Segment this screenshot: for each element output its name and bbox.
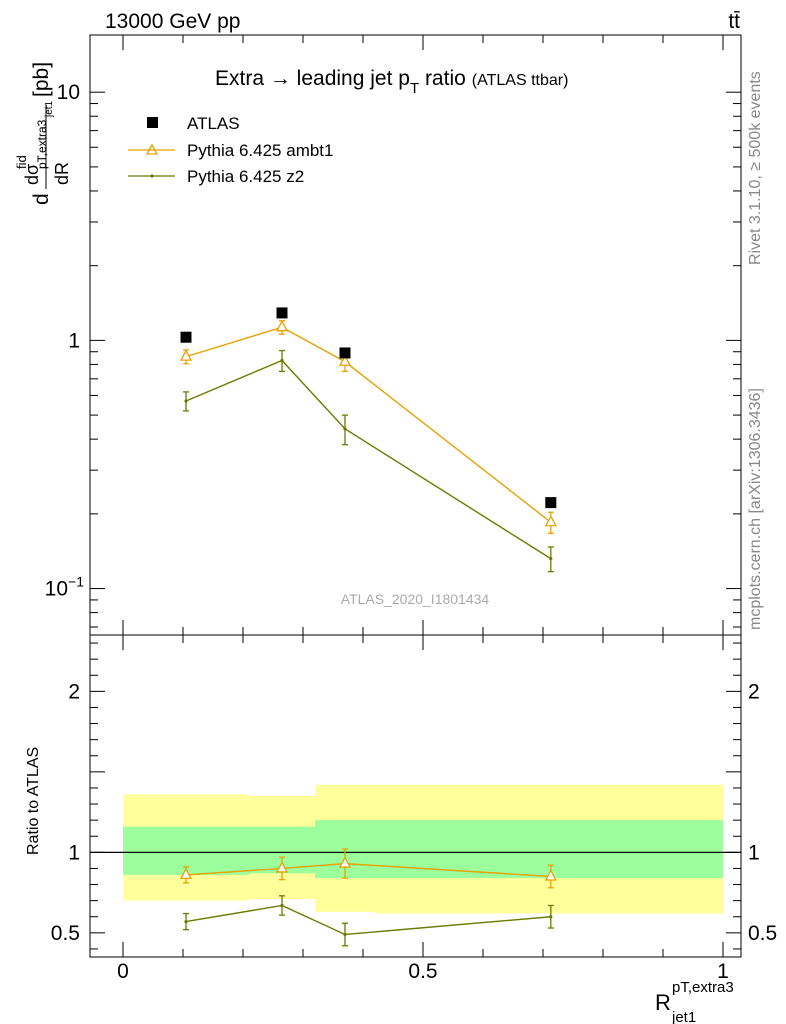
ratio-tick-label-right: 1 (748, 841, 760, 864)
rivet-label: Rivet 3.1.10, ≥ 500k events (747, 71, 764, 265)
x-ticks: 0 0.5 1 (117, 35, 729, 983)
plot-title-main: Extra → leading jet p (215, 67, 410, 90)
z2-point (280, 358, 284, 363)
ratio-tick-label-right: 0.5 (748, 922, 777, 945)
y-label-dR: dR (52, 162, 72, 185)
x-tick-label: 1 (717, 960, 729, 983)
x-axis-label: R pT,extra3 jet1 (655, 979, 734, 1024)
ambt1-point (544, 514, 557, 527)
mcplots-label: mcplots.cern.ch [arXiv:1306.3436] (747, 388, 764, 630)
y-axis-label: d dσ fid pT,extra3 jet1 dR [pb] (14, 62, 72, 205)
z2-point (184, 399, 188, 403)
ambt1-line (185, 326, 552, 523)
main-data (179, 307, 557, 573)
y-label-dsigma: dσ (22, 164, 42, 185)
ambt1-point (275, 319, 289, 332)
ratio-panel: 0.5 0.5 1 1 2 2 (51, 634, 777, 958)
z2-point (549, 557, 553, 561)
ratio-z2-point (184, 919, 188, 924)
plot-title-sub: T (410, 80, 419, 97)
x-label-R: R (655, 990, 671, 1015)
atlas-point (545, 497, 557, 509)
ratio-z2-line (185, 904, 551, 936)
ratio-ambt1-point (544, 869, 557, 881)
legend-label-ambt1: Pythia 6.425 ambt1 (187, 141, 333, 160)
ratio-ambt1-point (338, 856, 352, 868)
ratio-tick-label-right: 2 (748, 680, 760, 703)
atlas-point (276, 307, 288, 319)
main-tick-label-exp: −1 (68, 574, 84, 590)
legend: ATLAS Pythia 6.425 ambt1 Pythia 6.425 z2 (128, 114, 333, 186)
main-tick-label: 1 (68, 329, 80, 352)
ratio-z2-point (549, 915, 553, 919)
ratio-z2-point (343, 932, 347, 937)
plot-title-small: (ATLAS ttbar) (472, 72, 569, 89)
y-label-d: d (30, 193, 53, 205)
legend-marker-atlas (147, 117, 158, 128)
y-label-jetsub: jet1 (44, 100, 55, 118)
ratio-tick-label-left: 1 (68, 841, 80, 864)
ratio-data (179, 848, 557, 947)
ratio-frame (89, 634, 742, 958)
main-tick-label: 10−1 (45, 574, 85, 601)
ambt1-point (338, 354, 352, 366)
x-label-sup: pT,extra3 (672, 979, 734, 996)
atlas-point (339, 347, 351, 359)
atlas-point (180, 331, 192, 343)
ratio-tick-label-left: 2 (68, 680, 80, 703)
plot-title: Extra → leading jet pT ratio (ATLAS ttbar… (215, 67, 568, 97)
legend-marker-ambt1 (145, 143, 159, 155)
ratio-tick-label-left: 0.5 (51, 922, 80, 945)
analysis-label: ATLAS_2020_I1801434 (341, 591, 490, 607)
ratio-y-ticks: 0.5 0.5 1 1 2 2 (51, 642, 777, 950)
x-tick-label: 0 (117, 960, 129, 983)
header-left: 13000 GeV pp (105, 10, 240, 33)
legend-label-z2: Pythia 6.425 z2 (187, 167, 304, 186)
ambt1-point (179, 349, 193, 361)
y-label-fid: fid (14, 155, 29, 169)
header-right: tt̄ (728, 10, 740, 33)
ratio-ambt1-point (179, 867, 193, 880)
x-tick-label: 0.5 (408, 960, 437, 983)
main-tick-label: 10 (57, 81, 80, 104)
ratio-y-label: Ratio to ATLAS (25, 747, 42, 855)
ratio-ambt1-point (275, 861, 289, 873)
z2-line (185, 359, 552, 560)
main-tick-label-base: 10 (45, 578, 68, 601)
ratio-z2-point (280, 903, 284, 908)
legend-label-atlas: ATLAS (187, 114, 240, 133)
ratio-ambt1-line (185, 862, 551, 878)
z2-point (343, 427, 347, 431)
legend-marker-z2 (150, 174, 154, 178)
ratio-bands (123, 784, 723, 914)
y-label-psub: pT,extra3 (35, 119, 49, 169)
plot-title-after: ratio (419, 67, 466, 90)
x-label-sub: jet1 (671, 1009, 696, 1024)
y-label-unit: [pb] (30, 62, 53, 97)
